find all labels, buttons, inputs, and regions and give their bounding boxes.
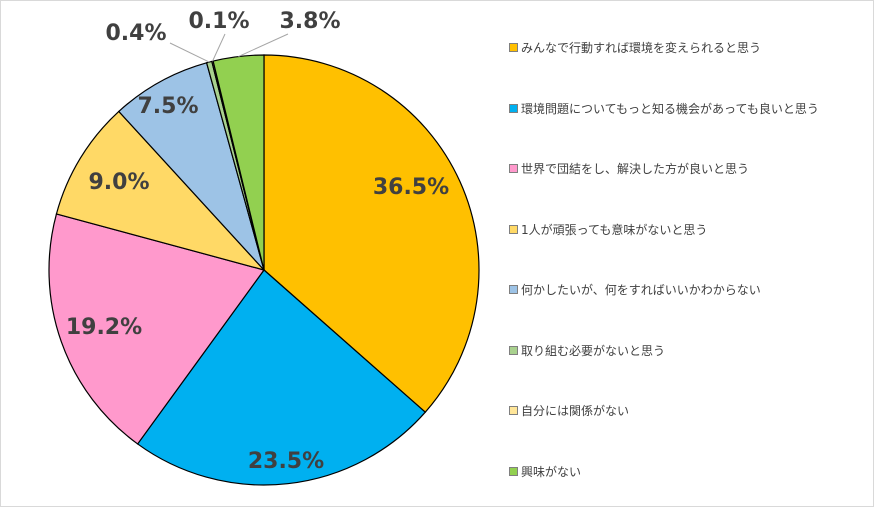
slice-value-label: 19.2%: [66, 315, 142, 340]
slice-value-label: 36.5%: [373, 175, 449, 200]
pie-slice: [48, 213, 265, 445]
legend-item: みんなで行動すれば環境を変えられると思う: [509, 39, 761, 56]
legend-label: みんなで行動すれば環境を変えられると思う: [521, 41, 762, 55]
pie-slice: [55, 110, 266, 272]
pie-slice: [212, 54, 265, 271]
leader-line: [169, 42, 210, 63]
slice-value-label: 7.5%: [137, 94, 198, 119]
legend-item: 環境問題についてもっと知る機会があっても良いと思う: [509, 100, 819, 117]
legend-label: 世界で団結をし、解決した方が良いと思う: [521, 162, 750, 176]
legend-item: 取り組む必要がないと思う: [509, 342, 665, 359]
pie-slices: [48, 54, 480, 486]
pie-slice: [136, 269, 427, 486]
legend-swatch: [509, 466, 518, 476]
legend-item: 世界で団結をし、解決した方が良いと思う: [509, 160, 749, 177]
legend-swatch: [509, 285, 518, 294]
legend-label: 何かしたいが、何をすればいいかわからない: [521, 283, 761, 297]
pie-slice: [263, 54, 480, 414]
slice-value-label: 0.4%: [105, 21, 166, 46]
data-labels: 36.5% 23.5% 19.2% 9.0% 7.5% 0.4% 0.1% 3.8%: [66, 9, 449, 474]
slice-value-label: 9.0%: [88, 170, 149, 195]
slice-value-label: 3.8%: [279, 9, 340, 34]
legend-item: 興味がない: [509, 463, 581, 480]
legend-swatch: [509, 43, 518, 52]
pie-slice: [117, 62, 265, 271]
legend-swatch: [509, 406, 518, 415]
legend-label: 1人が頑張っても意味がないと思う: [521, 222, 708, 237]
legend-item: 何かしたいが、何をすればいいかわからない: [509, 281, 761, 298]
leader-lines: [169, 33, 289, 63]
legend-swatch: [509, 103, 518, 113]
legend-label: 興味がない: [521, 464, 582, 479]
legend-label: 自分には関係がない: [521, 404, 630, 418]
legend-swatch: [509, 345, 518, 355]
slice-value-label: 0.1%: [188, 9, 249, 34]
legend-swatch: [509, 164, 518, 173]
legend-label: 取り組む必要がないと思う: [521, 343, 666, 358]
legend-swatch: [509, 224, 518, 234]
leader-line: [238, 33, 289, 57]
legend-item: 自分には関係がない: [509, 402, 629, 419]
legend-label: 環境問題についてもっと知る機会があっても良いと思う: [521, 101, 819, 116]
leader-line: [212, 33, 226, 62]
slice-value-label: 23.5%: [248, 449, 324, 474]
legend-item: 1人が頑張っても意味がないと思う: [509, 221, 707, 238]
